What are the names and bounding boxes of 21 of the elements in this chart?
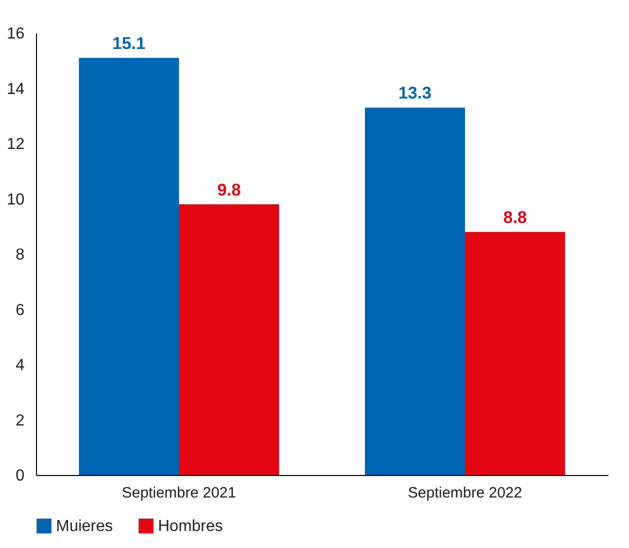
bar <box>364 108 465 475</box>
y-tick-label: 10 <box>6 191 25 208</box>
y-tick-label: 12 <box>6 136 25 153</box>
data-label: 9.8 <box>217 180 241 200</box>
y-tick-label: 14 <box>6 80 25 98</box>
y-tick-label: 16 <box>6 26 25 42</box>
y-tick-label: 0 <box>16 468 25 484</box>
bar <box>179 204 280 475</box>
y-tick-label: 6 <box>16 302 25 319</box>
bar <box>465 232 566 475</box>
y-tick-label: 4 <box>16 357 25 374</box>
legend-label: Hombres <box>158 518 223 535</box>
y-tick-label: 8 <box>16 246 25 264</box>
legend-label: Muieres <box>56 518 113 535</box>
y-tick-label: 2 <box>16 412 25 430</box>
x-tick-label: Septiembre 2022 <box>408 484 522 502</box>
x-tick-label: Septiembre 2021 <box>122 484 236 502</box>
data-label: 8.8 <box>503 208 527 227</box>
bar <box>78 58 179 475</box>
data-label: 13.3 <box>398 84 432 103</box>
data-label: 15.1 <box>112 34 146 53</box>
